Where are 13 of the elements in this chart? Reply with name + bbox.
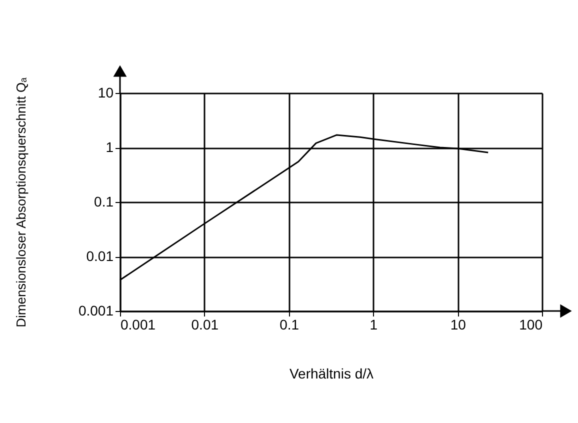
x-tick-label: 0.01 bbox=[191, 316, 219, 332]
x-tick-label: 1 bbox=[370, 316, 378, 332]
y-tick-label: 0.001 bbox=[78, 302, 114, 318]
y-tick-label: 1 bbox=[106, 139, 114, 155]
x-axis-title: Verhältnis d/λ bbox=[289, 366, 374, 382]
x-tick-label: 100 bbox=[519, 316, 543, 332]
y-axis-title: Dimensionsloser Absorptionsquerschnitt Qₐ bbox=[13, 77, 28, 328]
y-tick-label: 0.1 bbox=[94, 194, 114, 210]
y-tick-label: 0.01 bbox=[86, 248, 114, 264]
y-tick-label: 10 bbox=[98, 84, 114, 100]
x-tick-label: 0.001 bbox=[120, 316, 156, 332]
x-tick-label: 10 bbox=[450, 316, 466, 332]
x-tick-label: 0.1 bbox=[280, 316, 300, 332]
